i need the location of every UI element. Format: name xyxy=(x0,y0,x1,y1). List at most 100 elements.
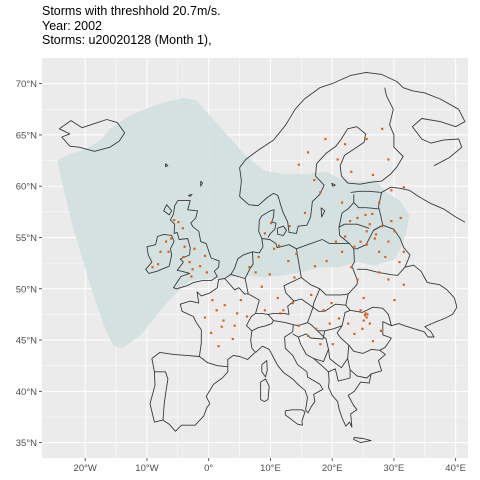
storm-wind-area xyxy=(57,98,410,349)
x-tick-label: 10°E xyxy=(260,463,281,474)
country-border xyxy=(244,238,302,315)
storm-point xyxy=(297,324,300,327)
storm-point xyxy=(319,343,322,346)
storm-points xyxy=(151,127,405,348)
storm-point xyxy=(350,266,353,269)
storm-point xyxy=(313,179,316,182)
country-border xyxy=(239,71,466,197)
storm-point xyxy=(177,221,180,224)
storm-point xyxy=(368,223,371,226)
storm-point xyxy=(371,212,374,215)
storm-point xyxy=(356,216,359,220)
storm-point xyxy=(278,244,281,247)
country-border xyxy=(328,368,351,382)
country-border xyxy=(292,333,372,428)
storm-point xyxy=(282,309,285,312)
country-border xyxy=(320,207,326,218)
storm-point xyxy=(220,325,223,328)
storm-point xyxy=(353,332,356,335)
storm-point xyxy=(157,263,160,266)
country-border xyxy=(260,378,270,403)
country-border xyxy=(169,200,220,290)
storm-point xyxy=(368,322,371,325)
country-border xyxy=(353,202,379,210)
country-border xyxy=(200,180,203,187)
storm-point xyxy=(310,293,313,296)
storm-point xyxy=(387,240,390,243)
storm-point xyxy=(387,278,390,281)
y-tick-label: 45°N xyxy=(16,336,37,347)
storm-point xyxy=(344,235,347,238)
country-border xyxy=(296,239,350,250)
storm-point xyxy=(210,331,213,334)
storm-point xyxy=(341,250,344,253)
country-border xyxy=(154,371,169,421)
storm-point xyxy=(365,137,368,141)
storm-point xyxy=(378,271,381,274)
country-border xyxy=(336,321,392,354)
storm-point xyxy=(381,127,384,130)
storm-point xyxy=(287,260,290,263)
storm-point xyxy=(365,243,368,246)
storm-point xyxy=(205,271,208,274)
y-tick-label: 35°N xyxy=(16,438,37,449)
storm-point xyxy=(245,315,249,318)
country-border xyxy=(58,119,126,152)
storm-point xyxy=(341,201,344,204)
storm-point xyxy=(402,250,405,253)
storm-point xyxy=(260,285,263,288)
storm-point xyxy=(165,240,168,243)
x-tick-label: 30°E xyxy=(384,463,405,474)
storm-point xyxy=(336,158,339,161)
country-border xyxy=(317,330,348,369)
storm-point xyxy=(239,299,242,302)
storm-point xyxy=(188,261,191,264)
storm-point xyxy=(291,302,294,305)
storm-point xyxy=(398,261,401,264)
country-border xyxy=(255,324,324,414)
storm-point xyxy=(270,222,273,225)
storm-point xyxy=(183,245,186,248)
storm-point xyxy=(390,220,393,223)
storm-point xyxy=(365,230,368,233)
plot-title: Storms with threshhold 20.7m/s. Year: 20… xyxy=(42,4,221,48)
storm-point xyxy=(374,233,378,236)
country-border xyxy=(145,233,175,274)
storm-point xyxy=(297,163,300,166)
storm-point xyxy=(402,283,405,286)
country-border xyxy=(345,248,458,338)
storm-point xyxy=(334,240,337,243)
storm-point xyxy=(362,319,365,322)
storm-point xyxy=(324,137,327,141)
storm-point xyxy=(236,312,239,315)
storm-point xyxy=(303,211,307,214)
storm-point xyxy=(350,170,353,173)
storm-point xyxy=(313,265,316,268)
title-year: Year: 2002 xyxy=(42,18,103,33)
storm-point xyxy=(273,247,276,250)
storm-point xyxy=(159,250,162,253)
country-border xyxy=(338,223,370,229)
storm-point xyxy=(268,273,271,276)
title-threshold: Storms with threshhold 20.7m/s. xyxy=(42,4,221,18)
country-border xyxy=(276,225,287,236)
storm-point xyxy=(359,240,362,243)
storm-point xyxy=(365,316,368,319)
storm-point xyxy=(393,299,396,302)
storm-point xyxy=(222,319,225,322)
storm-point xyxy=(328,322,331,325)
storm-point xyxy=(349,220,352,223)
storm-point xyxy=(231,337,234,341)
country-borders xyxy=(58,71,466,444)
storm-point xyxy=(366,313,369,316)
y-tick-label: 50°N xyxy=(16,284,37,295)
country-border xyxy=(250,320,274,353)
y-tick-label: 40°N xyxy=(16,387,37,398)
storm-point xyxy=(363,314,366,317)
y-axis: 35°N 40°N 45°N 50°N 55°N 60°N 65°N 70°N xyxy=(16,79,42,449)
storm-point xyxy=(181,227,184,230)
storm-point xyxy=(190,275,193,278)
country-border xyxy=(163,204,173,216)
storm-point xyxy=(381,225,384,228)
country-border xyxy=(313,349,329,363)
